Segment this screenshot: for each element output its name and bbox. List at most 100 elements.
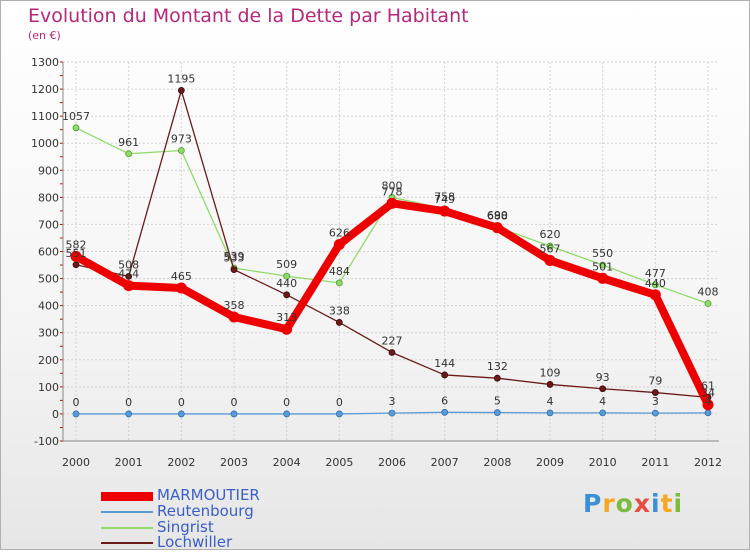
data-label-lochwiller: 109	[540, 366, 561, 379]
data-label-reutenbourg: 0	[178, 396, 185, 409]
point-lochwiller	[283, 291, 291, 299]
x-tick-label: 2007	[431, 456, 459, 469]
legend-label-singrist: Singrist	[157, 518, 214, 536]
logo-letter: x	[633, 489, 651, 518]
legend-label-lochwiller: Lochwiller	[157, 533, 233, 551]
point-singrist	[72, 124, 80, 132]
point-lochwiller	[125, 273, 133, 280]
logo-letter: P	[583, 489, 603, 518]
point-marmoutier	[333, 238, 345, 250]
data-label-singrist: 408	[698, 285, 719, 298]
logo-letter: r	[602, 489, 616, 518]
data-label-marmoutier: 474	[118, 268, 139, 281]
point-lochwiller	[493, 374, 501, 382]
data-label-singrist: 539	[224, 250, 245, 263]
y-tick-label: 800	[38, 191, 59, 204]
data-label-singrist: 509	[276, 258, 297, 271]
data-label-reutenbourg: 0	[336, 396, 343, 409]
y-tick-label: 700	[38, 218, 59, 231]
y-tick-label: 1300	[31, 56, 59, 69]
data-label-reutenbourg: 3	[652, 395, 659, 408]
point-marmoutier	[597, 272, 609, 284]
data-label-marmoutier: 440	[645, 277, 666, 290]
data-label-marmoutier: 34	[701, 387, 715, 400]
point-lochwiller	[335, 319, 343, 326]
point-lochwiller	[230, 266, 238, 274]
x-tick-label: 2001	[115, 456, 143, 469]
data-label-marmoutier: 465	[171, 270, 192, 283]
legend-swatch-singrist	[101, 527, 153, 529]
point-lochwiller	[546, 381, 554, 388]
logo-letter: i	[673, 489, 684, 518]
y-tick-label: 900	[38, 164, 59, 177]
data-label-reutenbourg: 5	[494, 395, 501, 408]
data-label-marmoutier: 501	[592, 260, 613, 273]
data-label-marmoutier: 626	[329, 226, 350, 239]
point-reutenbourg	[177, 410, 185, 418]
data-label-lochwiller: 79	[648, 375, 662, 388]
data-label-singrist: 961	[118, 136, 139, 149]
x-tick-label: 2011	[641, 456, 669, 469]
y-tick-label: 300	[38, 327, 59, 340]
point-lochwiller	[388, 349, 396, 356]
data-label-reutenbourg: 0	[283, 396, 290, 409]
data-label-reutenbourg: 4	[599, 395, 606, 408]
data-label-lochwiller: 132	[487, 360, 508, 373]
x-tick-label: 2002	[167, 456, 195, 469]
point-lochwiller	[177, 87, 185, 94]
data-label-singrist: 484	[329, 265, 350, 278]
y-tick-label: 200	[38, 354, 59, 367]
y-tick-label: 600	[38, 246, 59, 259]
point-singrist	[546, 242, 554, 250]
logo-letter: i	[651, 489, 661, 518]
point-marmoutier	[228, 311, 240, 323]
data-label-singrist: 550	[592, 247, 613, 260]
series-lines	[70, 87, 714, 418]
point-marmoutier	[281, 323, 293, 335]
chart-subtitle: (en €)	[28, 29, 61, 42]
x-tick-label: 2000	[62, 456, 90, 469]
legend-swatch-reutenbourg	[101, 511, 153, 513]
point-marmoutier	[544, 254, 556, 266]
grid	[63, 61, 719, 442]
point-singrist	[599, 261, 607, 269]
point-singrist	[704, 300, 712, 307]
point-reutenbourg	[125, 410, 133, 418]
logo-letter: t	[660, 489, 674, 518]
point-reutenbourg	[72, 410, 80, 418]
point-reutenbourg	[704, 409, 712, 417]
point-lochwiller	[599, 385, 607, 393]
point-singrist	[651, 281, 659, 289]
legend-swatch-lochwiller	[101, 542, 153, 544]
x-tick-label: 2006	[378, 456, 406, 469]
x-tick-label: 2012	[694, 456, 722, 469]
y-tick-label: 0	[52, 408, 59, 421]
point-marmoutier	[70, 250, 82, 262]
point-singrist	[335, 279, 343, 287]
data-label-lochwiller: 227	[382, 334, 403, 347]
data-label-lochwiller: 508	[118, 258, 139, 271]
data-label-reutenbourg: 3	[389, 395, 396, 408]
data-label-reutenbourg: 0	[73, 396, 80, 409]
x-tick-label: 2008	[483, 456, 511, 469]
data-label-singrist: 800	[382, 179, 403, 192]
point-marmoutier	[175, 282, 187, 294]
point-reutenbourg	[230, 410, 238, 418]
point-reutenbourg	[493, 409, 501, 416]
data-label-singrist: 477	[645, 267, 666, 280]
data-label-reutenbourg: 0	[231, 396, 238, 409]
data-label-lochwiller: 551	[66, 247, 87, 260]
data-label-marmoutier: 749	[434, 193, 455, 206]
point-reutenbourg	[441, 408, 449, 416]
x-tick-label: 2010	[589, 456, 617, 469]
y-tick-label: 500	[38, 273, 59, 286]
data-label-marmoutier: 582	[66, 238, 87, 251]
point-reutenbourg	[283, 410, 291, 418]
data-label-lochwiller: 338	[329, 304, 350, 317]
y-tick-label: -100	[34, 435, 59, 448]
data-label-reutenbourg: 4	[705, 395, 712, 408]
x-tick-label: 2005	[325, 456, 353, 469]
point-reutenbourg	[388, 409, 396, 417]
